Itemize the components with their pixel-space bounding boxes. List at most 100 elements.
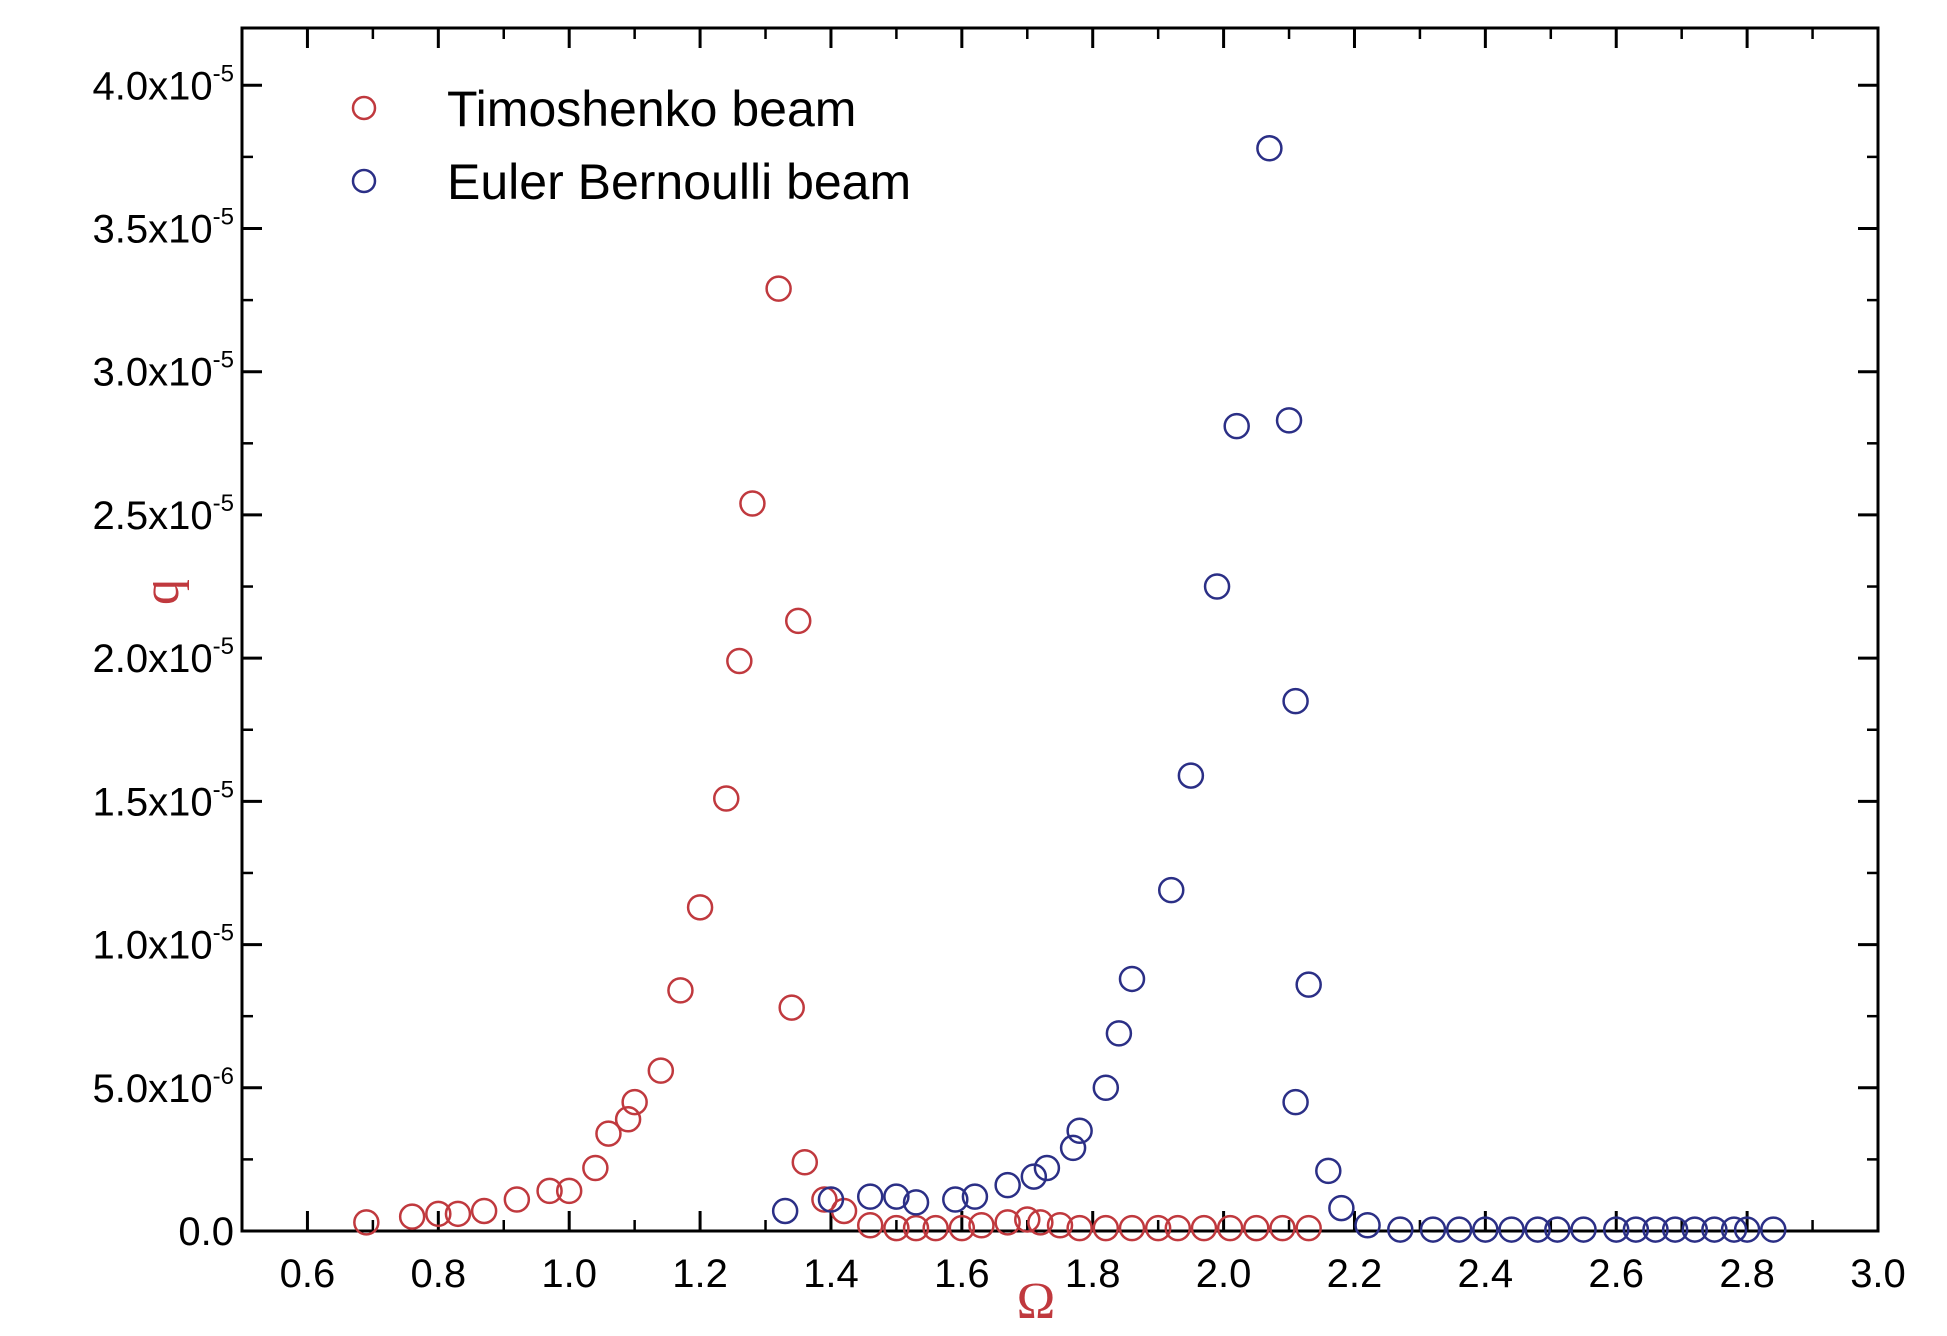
x-tick-label: 1.2 [672, 1252, 728, 1296]
data-point [1275, 407, 1303, 434]
data-point [582, 1154, 609, 1182]
y-tick-label: 2.5x10-5 [93, 490, 234, 538]
data-point [856, 1183, 884, 1210]
data-point [942, 1186, 969, 1213]
x-axis-title: Ω [1017, 1273, 1056, 1330]
data-point [1544, 1216, 1571, 1243]
data-point [555, 1177, 583, 1205]
data-point [948, 1214, 976, 1242]
legend-label: Timoshenko beam [447, 81, 856, 137]
data-point [536, 1177, 563, 1205]
data-point [765, 275, 792, 302]
data-point [1602, 1216, 1630, 1243]
data-point [398, 1203, 426, 1230]
data-point [1269, 1214, 1296, 1242]
data-point [1216, 1214, 1244, 1242]
data-point [1256, 135, 1283, 162]
data-point [503, 1186, 531, 1213]
data-point [902, 1214, 930, 1242]
data-point [667, 977, 694, 1004]
data-point [1059, 1134, 1087, 1162]
x-tick-label: 1.4 [803, 1252, 859, 1296]
y-tick-label: 4.0x10-5 [93, 60, 234, 108]
x-tick-label: 0.6 [280, 1252, 336, 1296]
data-point [686, 894, 714, 921]
x-tick-label: 2.0 [1196, 1252, 1252, 1296]
data-point [1498, 1216, 1525, 1243]
data-point [1445, 1216, 1473, 1243]
data-point [1177, 762, 1205, 789]
data-point [961, 1183, 989, 1210]
data-point [444, 1200, 472, 1228]
data-point [791, 1149, 819, 1176]
data-point [817, 1186, 845, 1213]
y-axis-title: q [133, 579, 190, 605]
data-point [621, 1088, 648, 1116]
data-point [1118, 1214, 1146, 1242]
data-point [1118, 965, 1146, 993]
y-tick-label: 3.5x10-5 [93, 204, 234, 252]
legend-label: Euler Bernoulli beam [447, 154, 911, 210]
data-point [1419, 1216, 1447, 1243]
data-point [1328, 1194, 1355, 1222]
data-point [1472, 1216, 1499, 1243]
x-tick-label: 1.6 [934, 1252, 990, 1296]
data-point [1033, 1154, 1061, 1182]
data-point [353, 1209, 380, 1236]
data-point [1315, 1157, 1342, 1185]
x-tick-label: 3.0 [1850, 1252, 1906, 1296]
data-point [1701, 1216, 1728, 1243]
data-point [994, 1209, 1021, 1236]
y-tick-label: 5.0x10-6 [93, 1063, 234, 1111]
data-point [1066, 1117, 1093, 1144]
data-point [1190, 1214, 1218, 1242]
x-tick-label: 2.6 [1588, 1252, 1644, 1296]
data-points [353, 135, 1787, 1243]
legend-marker [351, 168, 377, 194]
data-point [614, 1106, 642, 1133]
data-point [1105, 1020, 1133, 1047]
data-point [1720, 1216, 1748, 1243]
data-point [1014, 1206, 1041, 1233]
data-point [1524, 1216, 1551, 1243]
data-point [1046, 1212, 1074, 1239]
data-point [856, 1212, 884, 1239]
data-point [739, 490, 766, 517]
y-tick-label: 1.5x10-5 [93, 776, 234, 824]
data-point [1066, 1214, 1093, 1242]
series-euler-bernoulli [771, 135, 1787, 1243]
x-tick-label: 2.4 [1458, 1252, 1514, 1296]
data-point [1157, 876, 1185, 904]
legend: Timoshenko beam Euler Bernoulli beam [351, 81, 911, 210]
data-point [425, 1200, 452, 1228]
plot-frame [240, 26, 1880, 1233]
data-point [1092, 1214, 1120, 1242]
data-point [968, 1212, 995, 1239]
data-point [1354, 1212, 1381, 1239]
data-point [713, 785, 740, 812]
data-point [1020, 1163, 1048, 1190]
y-tick-label: 2.0x10-5 [93, 633, 234, 681]
data-point [771, 1197, 799, 1225]
ticks: 0.6 0.8 1.0 1.2 1.4 1.6 1.8 2.0 2.2 2.4 2.6 2.8 3.0 0… [93, 28, 1906, 1296]
data-point [1387, 1216, 1414, 1243]
x-tick-label: 2.8 [1719, 1252, 1775, 1296]
data-point [1243, 1214, 1270, 1242]
data-point [1760, 1216, 1787, 1243]
data-point [647, 1057, 675, 1084]
data-point [784, 607, 812, 635]
y-tick-label: 3.0x10-5 [93, 347, 234, 395]
x-tick-label: 1.0 [541, 1252, 597, 1296]
data-point [1203, 573, 1231, 600]
series-timoshenko [353, 275, 1322, 1242]
data-point [595, 1120, 622, 1147]
data-point [1164, 1214, 1192, 1242]
data-point [994, 1171, 1021, 1199]
y-tick-label: 0.0 [178, 1210, 234, 1254]
data-point [1027, 1209, 1054, 1236]
data-point [883, 1214, 910, 1242]
x-tick-label: 2.2 [1327, 1252, 1383, 1296]
legend-marker [351, 95, 377, 121]
data-point [726, 647, 753, 675]
